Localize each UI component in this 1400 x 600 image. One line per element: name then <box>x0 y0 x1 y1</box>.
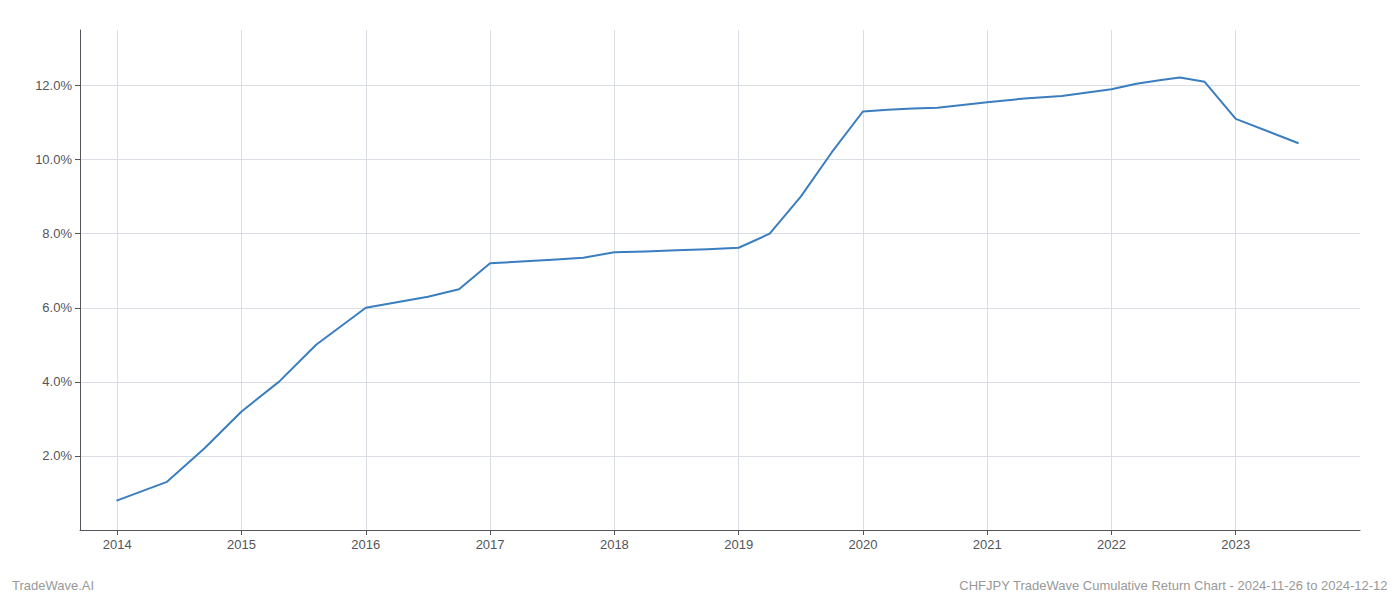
svg-text:2014: 2014 <box>103 537 132 552</box>
svg-text:CHFJPY TradeWave Cumulative Re: CHFJPY TradeWave Cumulative Return Chart… <box>959 578 1387 593</box>
svg-text:2022: 2022 <box>1097 537 1126 552</box>
svg-text:2.0%: 2.0% <box>42 448 72 463</box>
svg-text:2016: 2016 <box>351 537 380 552</box>
svg-text:6.0%: 6.0% <box>42 300 72 315</box>
svg-text:4.0%: 4.0% <box>42 374 72 389</box>
svg-text:2023: 2023 <box>1221 537 1250 552</box>
svg-text:2020: 2020 <box>848 537 877 552</box>
svg-text:12.0%: 12.0% <box>35 78 72 93</box>
svg-text:2017: 2017 <box>476 537 505 552</box>
svg-text:2015: 2015 <box>227 537 256 552</box>
svg-text:10.0%: 10.0% <box>35 152 72 167</box>
svg-text:8.0%: 8.0% <box>42 226 72 241</box>
svg-text:TradeWave.AI: TradeWave.AI <box>12 578 94 593</box>
svg-text:2019: 2019 <box>724 537 753 552</box>
svg-text:2018: 2018 <box>600 537 629 552</box>
svg-text:2021: 2021 <box>973 537 1002 552</box>
